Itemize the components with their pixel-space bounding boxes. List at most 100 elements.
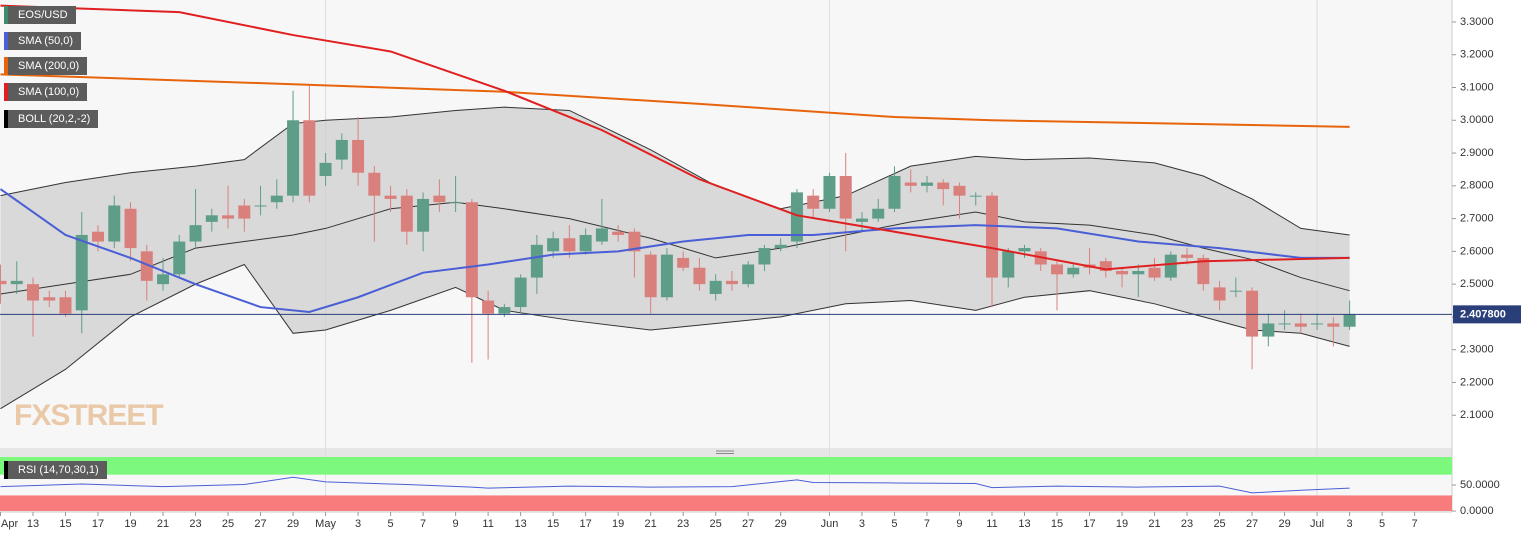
candle-body — [709, 280, 722, 294]
bollinger-lower — [0, 263, 1350, 410]
candle-body — [384, 195, 397, 199]
legend-tag[interactable]: RSI (14,70,30,1) — [4, 461, 107, 479]
candle-body — [270, 195, 283, 203]
candle-body — [75, 234, 88, 311]
x-tick-label: 25 — [222, 518, 234, 530]
y-tick-label: 50.0000 — [1460, 479, 1500, 491]
candle-body — [986, 195, 999, 278]
candle-body — [287, 120, 300, 196]
candle-body — [1181, 254, 1194, 258]
candle-body — [498, 307, 511, 314]
candle-body — [823, 175, 836, 209]
y-tick-label: 2.9000 — [1460, 147, 1494, 159]
candle-body — [774, 244, 787, 249]
x-tick-label: 5 — [1379, 518, 1385, 530]
candle-body — [1327, 323, 1340, 327]
y-tick-label: 2.5000 — [1460, 278, 1494, 290]
candle-body — [1164, 254, 1177, 278]
candle-body — [368, 172, 381, 196]
y-tick-label: 2.8000 — [1460, 180, 1494, 192]
candle-body — [482, 300, 495, 314]
candle-body — [26, 284, 39, 301]
candle-body — [1213, 287, 1226, 301]
candle-body — [1002, 251, 1015, 278]
candle-body — [433, 195, 446, 203]
legend-tag[interactable]: SMA (50,0) — [4, 32, 82, 50]
x-tick-label: 15 — [547, 518, 559, 530]
candle-body — [1262, 323, 1275, 337]
candle-body — [59, 297, 72, 314]
candle-body — [1148, 267, 1161, 278]
x-tick-label: 29 — [1278, 518, 1290, 530]
x-tick-label: Jul — [1310, 518, 1324, 530]
x-tick-label: 27 — [742, 518, 754, 530]
candle-body — [742, 264, 755, 285]
x-tick-label: 17 — [580, 518, 592, 530]
candle-body — [189, 225, 202, 242]
y-tick-label: 3.3000 — [1460, 16, 1494, 28]
x-tick-label: 19 — [124, 518, 136, 530]
sma-line — [0, 73, 1350, 128]
candle-body — [1246, 290, 1259, 337]
x-tick-label: 17 — [92, 518, 104, 530]
x-tick-label: 5 — [891, 518, 897, 530]
candle-body — [1051, 264, 1064, 275]
candle-body — [173, 241, 186, 275]
candle-body — [579, 234, 592, 252]
x-tick-label: 21 — [1148, 518, 1160, 530]
x-tick-label: 3 — [859, 518, 865, 530]
panel-splitter[interactable] — [0, 448, 1452, 457]
x-tick-label: 11 — [986, 518, 997, 530]
candle-body — [530, 244, 543, 278]
candle-body — [677, 257, 690, 268]
x-tick-label: 7 — [420, 518, 426, 530]
candle-body — [920, 182, 933, 186]
candle-body — [352, 139, 365, 173]
x-tick-label: May — [315, 518, 336, 530]
candle-body — [449, 202, 462, 204]
candle-body — [953, 185, 966, 196]
y-tick-label: 3.2000 — [1460, 49, 1494, 61]
candle-body — [303, 120, 316, 196]
y-tick-label: 2.7000 — [1460, 212, 1494, 224]
x-tick-label: 21 — [157, 518, 169, 530]
x-tick-label: 27 — [1246, 518, 1258, 530]
x-tick-label: 23 — [677, 518, 689, 530]
candle-body — [514, 277, 527, 308]
x-tick-label: Apr — [1, 518, 18, 530]
candle-body — [725, 280, 738, 285]
candle-body — [140, 251, 153, 281]
legend-tag[interactable]: SMA (200,0) — [4, 57, 88, 75]
candle-body — [1229, 290, 1242, 292]
x-tick-label: 7 — [924, 518, 930, 530]
y-tick-label: 2.2000 — [1460, 376, 1494, 388]
x-tick-label: 7 — [1412, 518, 1418, 530]
legend-tag[interactable]: BOLL (20,2,-2) — [4, 110, 99, 128]
legend-tag[interactable]: SMA (100,0) — [4, 83, 88, 101]
overbought-zone — [0, 457, 1452, 475]
candle-body — [1099, 261, 1112, 272]
candle-body — [254, 205, 267, 207]
last-price-box — [1453, 305, 1521, 324]
candle-body — [1067, 267, 1080, 275]
candle-body — [904, 182, 917, 186]
x-tick-label: 11 — [482, 518, 493, 530]
candle-body — [1278, 323, 1291, 325]
x-tick-label: 13 — [515, 518, 527, 530]
sma-line — [0, 4, 1350, 271]
candle-body — [319, 162, 332, 176]
x-tick-label: 9 — [453, 518, 459, 530]
candle-body — [43, 297, 56, 301]
candle-body — [872, 208, 885, 219]
candle-body — [644, 254, 657, 298]
y-tick-label: 2.1000 — [1460, 409, 1494, 421]
x-tick-label: 15 — [1051, 518, 1063, 530]
legend-tag[interactable]: EOS/USD — [4, 6, 76, 24]
x-tick-label: 3 — [355, 518, 361, 530]
y-tick-label: 3.0000 — [1460, 114, 1494, 126]
candle-body — [937, 182, 950, 190]
rsi-line — [0, 476, 1350, 494]
y-tick-label: 2.6000 — [1460, 245, 1494, 257]
x-tick-label: Jun — [821, 518, 839, 530]
x-tick-label: 29 — [287, 518, 299, 530]
